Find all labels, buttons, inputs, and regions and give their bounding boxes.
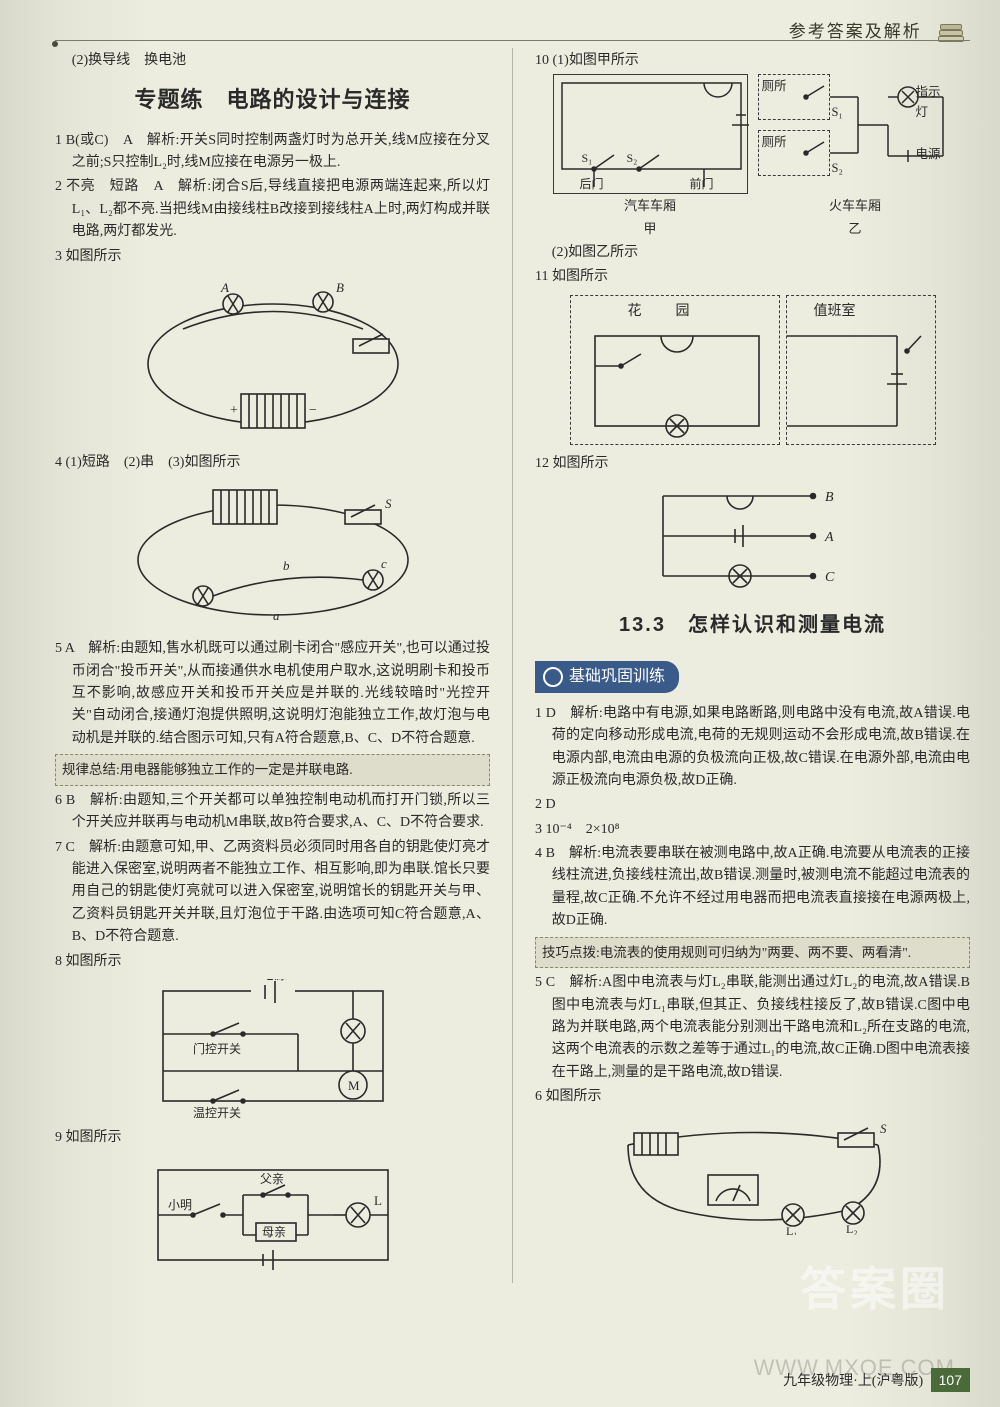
fig12-svg: B A C (643, 481, 863, 591)
fig8-svg: 电源 门控开关 温控开关 M (143, 979, 403, 1119)
fig9-svg: 小明 父亲 母亲 L (138, 1155, 408, 1275)
svg-text:母亲: 母亲 (262, 1225, 286, 1239)
lbl-s2: S₂ (627, 149, 638, 168)
lbl-pwr: 电源 (916, 144, 941, 164)
svg-text:M: M (348, 1078, 360, 1093)
column-separator (512, 48, 513, 1283)
svg-text:A: A (824, 530, 834, 545)
q2: 2 不亮 短路 A 解析:闭合S后,导线直接把电源两端连起来,所以灯L₁、L₂都… (55, 176, 490, 243)
rq1: 1 D 解析:电路中有电源,如果电路断路,则电路中没有电流,故A错误.电荷的定向… (535, 703, 970, 793)
lbl-s1: S₁ (582, 149, 593, 168)
footer: 九年级物理·上(沪粤版) 107 (783, 1368, 970, 1393)
fig-r6-svg: S L₁ L₂ (588, 1115, 918, 1235)
rq2: 2 D (535, 794, 970, 816)
lbl-ts1: S₁ (832, 102, 843, 122)
rule-dot (52, 41, 58, 47)
two-columns: (2)换导线 换电池 专题练 电路的设计与连接 1 B(或C) A 解析:开关S… (55, 48, 970, 1283)
svg-text:L: L (374, 1193, 382, 1208)
svg-text:B: B (825, 490, 834, 505)
fig3-svg: A B + − (123, 274, 423, 444)
svg-text:L₁: L₁ (786, 1224, 798, 1235)
fig10-panel1: S₁ S₂ 后门 前门 汽车车厢 甲 (553, 74, 748, 240)
pre-item: (2)换导线 换电池 (55, 50, 490, 72)
fig10-panel2: 厕所 厕所 S₁ S₂ 指示灯 电源 火车车厢 乙 (758, 74, 953, 240)
fig11: 花 园 值班室 (535, 295, 970, 445)
svg-text:a: a (273, 608, 280, 623)
q9-lead: 9 如图所示 (55, 1127, 490, 1149)
svg-text:温控开关: 温控开关 (193, 1106, 241, 1119)
svg-text:门控开关: 门控开关 (193, 1041, 241, 1056)
fig10: S₁ S₂ 后门 前门 汽车车厢 甲 (535, 74, 970, 240)
svg-text:B: B (336, 280, 344, 295)
lbl-toilet1: 厕所 (762, 76, 787, 96)
q1: 1 B(或C) A 解析:开关S同时控制两盏灯时为总开关,线M应接在分叉之前;S… (55, 130, 490, 175)
rule-box: 规律总结:用电器能够独立工作的一定是并联电路. (55, 754, 490, 786)
lbl-rear: 后门 (580, 175, 604, 194)
badge-label: 基础巩固训练 (569, 664, 665, 690)
svg-text:b: b (283, 558, 290, 573)
q12-lead: 12 如图所示 (535, 453, 970, 475)
fig3: A B + − (55, 274, 490, 444)
rq5: 5 C 解析:A图中电流表与灯L₂串联,能测出通过灯L₂的电流,故A错误.B图中… (535, 972, 970, 1084)
svg-text:C: C (825, 570, 835, 585)
svg-text:S: S (880, 1121, 887, 1136)
svg-text:父亲: 父亲 (260, 1172, 284, 1186)
q8-lead: 8 如图所示 (55, 951, 490, 973)
q11-lead: 11 如图所示 (535, 266, 970, 288)
svg-text:S: S (385, 496, 392, 511)
svg-text:c: c (381, 556, 387, 571)
page-number: 107 (931, 1368, 970, 1392)
svg-text:电源: 电源 (261, 979, 287, 982)
q3-lead: 3 如图所示 (55, 246, 490, 268)
fig12: B A C (535, 481, 970, 591)
q6: 6 B 解析:由题知,三个开关都可以单独控制电动机而打开门锁,所以三个开关应并联… (55, 790, 490, 835)
svg-text:−: − (309, 403, 317, 418)
special-title: 专题练 电路的设计与连接 (55, 82, 490, 117)
top-rule (55, 40, 970, 41)
cap-bus: 汽车车厢 (553, 196, 748, 217)
svg-text:+: + (230, 403, 238, 418)
left-column: (2)换导线 换电池 专题练 电路的设计与连接 1 B(或C) A 解析:开关S… (55, 48, 490, 1283)
lbl-toilet2: 厕所 (762, 132, 787, 152)
rq3: 3 10⁻⁴ 2×10⁸ (535, 819, 970, 841)
page-root: 参考答案及解析 (2)换导线 换电池 专题练 电路的设计与连接 1 B(或C) … (0, 0, 1000, 1407)
fig4: S a b c (55, 480, 490, 630)
rq6-lead: 6 如图所示 (535, 1086, 970, 1108)
lbl-front: 前门 (690, 175, 714, 194)
q7: 7 C 解析:由题意可知,甲、乙两资料员必须同时用各自的钥匙使灯亮才能进入保密室… (55, 837, 490, 949)
cap-train: 火车车厢 (758, 196, 953, 217)
footer-text: 九年级物理·上(沪粤版) (783, 1374, 923, 1389)
fig4-svg: S a b c (113, 480, 433, 630)
right-column: 10 (1)如图甲所示 (535, 48, 970, 1283)
fig8: 电源 门控开关 温控开关 M (55, 979, 490, 1119)
lbl-ind: 指示灯 (916, 82, 953, 122)
q5: 5 A 解析:由题知,售水机既可以通过刷卡闭合"感应开关",也可以通过投币闭合"… (55, 638, 490, 750)
fig9: 小明 父亲 母亲 L (55, 1155, 490, 1275)
sec-title: 13.3 怎样认识和测量电流 (535, 609, 970, 641)
svg-text:L₂: L₂ (846, 1222, 858, 1235)
lbl-ts2: S₂ (832, 158, 843, 178)
cap-yi: 乙 (758, 219, 953, 240)
fig-r6: S L₁ L₂ (535, 1115, 970, 1235)
cap-jia: 甲 (553, 219, 748, 240)
header-right: 参考答案及解析 (789, 18, 968, 45)
svg-text:小明: 小明 (168, 1198, 192, 1212)
q10-lead: 10 (1)如图甲所示 (535, 50, 970, 72)
q10-2: (2)如图乙所示 (535, 242, 970, 264)
rq4: 4 B 解析:电流表要串联在被测电路中,故A正确.电流要从电流表的正接线柱流进,… (535, 843, 970, 933)
svg-text:A: A (220, 280, 229, 295)
q4-lead: 4 (1)短路 (2)串 (3)如图所示 (55, 452, 490, 474)
tip-box: 技巧点拨:电流表的使用规则可归纳为"两要、两不要、两看清". (535, 937, 970, 969)
header-label: 参考答案及解析 (789, 22, 922, 41)
badge-basic: 基础巩固训练 (535, 661, 679, 693)
